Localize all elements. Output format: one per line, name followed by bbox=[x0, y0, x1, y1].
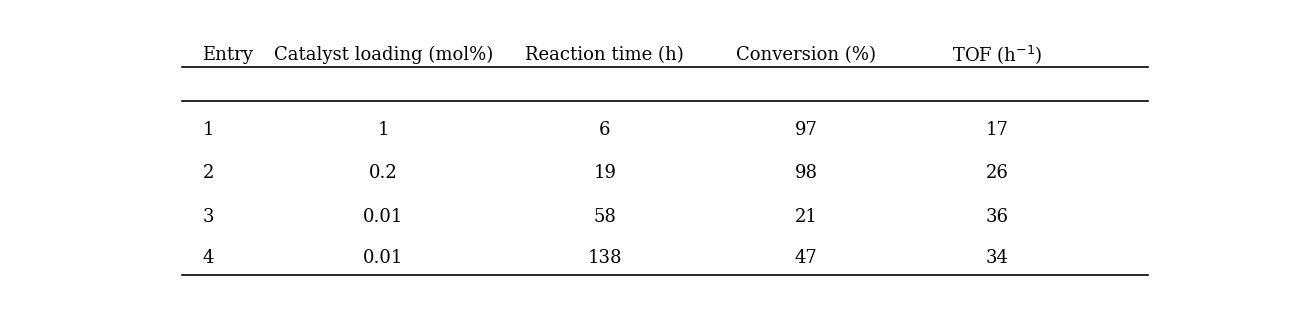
Text: 3: 3 bbox=[202, 208, 214, 225]
Text: 47: 47 bbox=[794, 249, 818, 267]
Text: 0.2: 0.2 bbox=[369, 164, 398, 182]
Text: 34: 34 bbox=[985, 249, 1009, 267]
Text: 58: 58 bbox=[593, 208, 617, 225]
Text: 1: 1 bbox=[378, 121, 389, 138]
Text: Reaction time (h): Reaction time (h) bbox=[526, 46, 684, 64]
Text: 98: 98 bbox=[794, 164, 818, 182]
Text: 26: 26 bbox=[985, 164, 1009, 182]
Text: 0.01: 0.01 bbox=[363, 249, 404, 267]
Text: 2: 2 bbox=[202, 164, 214, 182]
Text: Catalyst loading (mol%): Catalyst loading (mol%) bbox=[274, 46, 493, 64]
Text: 21: 21 bbox=[794, 208, 818, 225]
Text: 6: 6 bbox=[600, 121, 610, 138]
Text: 17: 17 bbox=[985, 121, 1009, 138]
Text: 36: 36 bbox=[985, 208, 1009, 225]
Text: 0.01: 0.01 bbox=[363, 208, 404, 225]
Text: 1: 1 bbox=[202, 121, 214, 138]
Text: 4: 4 bbox=[202, 249, 214, 267]
Text: 19: 19 bbox=[593, 164, 617, 182]
Text: 138: 138 bbox=[588, 249, 622, 267]
Text: Conversion (%): Conversion (%) bbox=[736, 46, 876, 64]
Text: Entry: Entry bbox=[202, 46, 253, 64]
Text: 97: 97 bbox=[794, 121, 818, 138]
Text: TOF (h$^{-1}$): TOF (h$^{-1}$) bbox=[951, 43, 1042, 66]
